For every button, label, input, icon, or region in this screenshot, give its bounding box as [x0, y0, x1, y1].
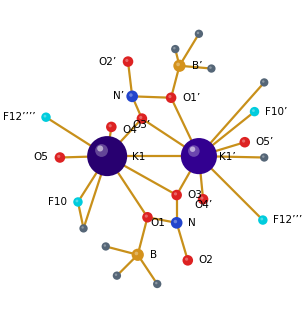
Text: O3’: O3’	[133, 120, 151, 130]
Circle shape	[125, 59, 128, 62]
Text: F12’’’: F12’’’	[273, 215, 302, 225]
Text: O5’: O5’	[256, 137, 274, 147]
Circle shape	[126, 90, 138, 102]
Circle shape	[195, 30, 203, 38]
Text: K1: K1	[132, 152, 146, 163]
Circle shape	[185, 258, 188, 261]
Circle shape	[176, 63, 180, 66]
Text: O5: O5	[34, 152, 49, 163]
Text: O3: O3	[188, 190, 202, 200]
Circle shape	[55, 152, 65, 163]
Text: O1: O1	[150, 218, 165, 228]
Circle shape	[80, 224, 88, 232]
Circle shape	[171, 45, 180, 53]
Text: O2’: O2’	[98, 57, 117, 66]
Circle shape	[207, 64, 216, 73]
Text: F10: F10	[48, 197, 67, 207]
Text: F12’’’’: F12’’’’	[2, 112, 35, 122]
Circle shape	[137, 113, 147, 124]
Circle shape	[173, 60, 185, 72]
Circle shape	[174, 192, 177, 195]
Text: N: N	[188, 218, 195, 228]
Circle shape	[198, 194, 208, 204]
Circle shape	[200, 197, 204, 200]
Circle shape	[153, 280, 161, 288]
Circle shape	[57, 155, 60, 158]
Circle shape	[41, 112, 51, 122]
Circle shape	[139, 116, 142, 119]
Text: O1’: O1’	[182, 93, 200, 103]
Circle shape	[134, 252, 138, 255]
Circle shape	[73, 197, 83, 207]
Circle shape	[132, 249, 144, 261]
Text: N’: N’	[113, 91, 124, 101]
Text: O4: O4	[122, 125, 137, 135]
Text: K1’: K1’	[219, 152, 236, 163]
Circle shape	[174, 220, 177, 223]
Circle shape	[103, 244, 106, 247]
Circle shape	[109, 124, 112, 127]
Circle shape	[262, 155, 265, 158]
Circle shape	[260, 218, 263, 220]
Circle shape	[239, 137, 250, 147]
Circle shape	[168, 95, 172, 98]
Circle shape	[106, 122, 117, 132]
Circle shape	[95, 144, 108, 157]
Circle shape	[173, 47, 176, 49]
Circle shape	[262, 80, 265, 83]
Circle shape	[115, 273, 117, 276]
Circle shape	[171, 190, 182, 200]
Text: F10’: F10’	[265, 107, 287, 117]
Circle shape	[181, 138, 217, 174]
Circle shape	[123, 56, 133, 67]
Circle shape	[250, 107, 259, 116]
Circle shape	[197, 32, 199, 34]
Circle shape	[260, 78, 268, 87]
Circle shape	[242, 140, 245, 143]
Circle shape	[87, 136, 127, 176]
Circle shape	[171, 217, 182, 229]
Circle shape	[113, 272, 121, 280]
Circle shape	[142, 212, 153, 223]
Circle shape	[145, 215, 148, 218]
Circle shape	[44, 115, 46, 117]
Circle shape	[97, 146, 103, 152]
Circle shape	[129, 93, 133, 97]
Circle shape	[81, 226, 84, 229]
Circle shape	[252, 109, 255, 112]
Circle shape	[76, 199, 78, 202]
Circle shape	[155, 282, 157, 284]
Circle shape	[209, 66, 212, 69]
Circle shape	[182, 255, 193, 266]
Circle shape	[102, 242, 110, 251]
Circle shape	[258, 215, 268, 225]
Text: B: B	[150, 250, 157, 260]
Text: B’: B’	[192, 61, 202, 71]
Circle shape	[188, 145, 200, 157]
Text: O2: O2	[199, 255, 213, 265]
Circle shape	[166, 92, 177, 103]
Circle shape	[260, 153, 268, 162]
Text: O4’: O4’	[194, 200, 212, 210]
Circle shape	[190, 146, 195, 152]
